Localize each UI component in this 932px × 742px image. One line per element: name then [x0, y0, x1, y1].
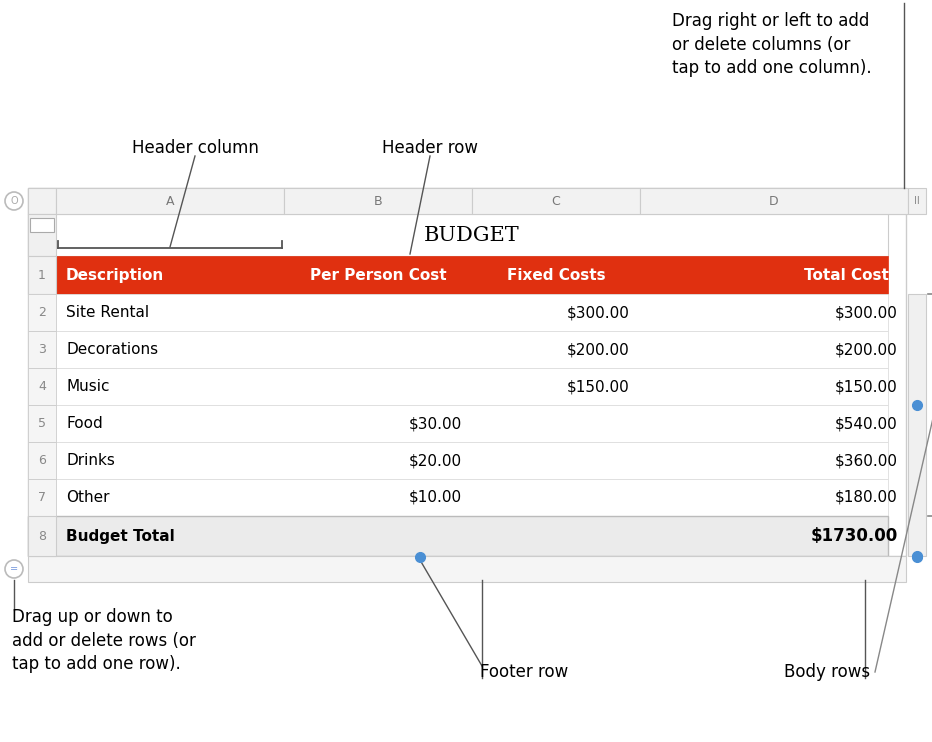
Text: BUDGET: BUDGET	[424, 226, 520, 245]
Bar	[28, 405, 56, 442]
Bar	[28, 331, 888, 368]
Circle shape	[5, 192, 23, 210]
Bar	[28, 294, 56, 331]
Bar	[28, 188, 56, 214]
Bar	[28, 368, 56, 405]
Bar	[28, 188, 906, 556]
Text: $1730.00: $1730.00	[811, 527, 898, 545]
Text: Description: Description	[66, 268, 164, 283]
Text: 5: 5	[38, 417, 46, 430]
Bar	[30, 218, 54, 232]
Bar	[908, 294, 926, 556]
Text: $540.00: $540.00	[835, 416, 898, 431]
Text: $10.00: $10.00	[409, 490, 462, 505]
Bar	[28, 214, 888, 256]
Text: Music: Music	[66, 379, 109, 394]
Text: $180.00: $180.00	[835, 490, 898, 505]
Text: $20.00: $20.00	[409, 453, 462, 468]
Bar	[28, 556, 906, 582]
Bar	[28, 214, 56, 256]
Text: A: A	[166, 194, 174, 208]
Text: Header column: Header column	[131, 139, 258, 157]
Text: Drinks: Drinks	[66, 453, 115, 468]
Text: Header row: Header row	[382, 139, 478, 157]
Bar	[28, 368, 888, 405]
Text: =: =	[10, 564, 18, 574]
Text: $150.00: $150.00	[835, 379, 898, 394]
Text: Per Person Cost: Per Person Cost	[309, 268, 446, 283]
Bar	[28, 479, 56, 516]
Text: $200.00: $200.00	[568, 342, 630, 357]
Text: $200.00: $200.00	[835, 342, 898, 357]
Bar	[640, 188, 908, 214]
Bar	[28, 516, 56, 556]
Bar	[28, 256, 56, 294]
Text: 8: 8	[38, 530, 46, 542]
Text: Body rows: Body rows	[784, 663, 870, 681]
Text: $300.00: $300.00	[835, 305, 898, 320]
Bar	[28, 479, 888, 516]
Circle shape	[5, 560, 23, 578]
Text: Decorations: Decorations	[66, 342, 158, 357]
Text: Budget Total: Budget Total	[66, 528, 175, 543]
Text: C: C	[552, 194, 560, 208]
Text: 2: 2	[38, 306, 46, 319]
Bar	[472, 188, 640, 214]
Text: II: II	[914, 196, 920, 206]
Text: 6: 6	[38, 454, 46, 467]
Bar	[56, 188, 284, 214]
Text: Footer row: Footer row	[480, 663, 569, 681]
Bar	[284, 188, 472, 214]
Bar	[28, 442, 888, 479]
Bar	[28, 331, 56, 368]
Text: Food: Food	[66, 416, 103, 431]
Bar	[28, 516, 888, 556]
Text: 4: 4	[38, 380, 46, 393]
Text: D: D	[769, 194, 779, 208]
Text: Drag up or down to
add or delete rows (or
tap to add one row).: Drag up or down to add or delete rows (o…	[12, 608, 196, 673]
Text: 3: 3	[38, 343, 46, 356]
Bar	[28, 405, 888, 442]
Text: 7: 7	[38, 491, 46, 504]
Text: $360.00: $360.00	[835, 453, 898, 468]
Text: Drag right or left to add
or delete columns (or
tap to add one column).: Drag right or left to add or delete colu…	[672, 12, 871, 77]
Text: $150.00: $150.00	[568, 379, 630, 394]
Text: Other: Other	[66, 490, 109, 505]
Bar	[28, 188, 906, 214]
Text: $30.00: $30.00	[409, 416, 462, 431]
Bar	[28, 442, 56, 479]
Text: B: B	[374, 194, 382, 208]
Text: Total Costs: Total Costs	[804, 268, 898, 283]
Text: 1: 1	[38, 269, 46, 281]
Text: O: O	[10, 196, 18, 206]
Text: Site Rental: Site Rental	[66, 305, 149, 320]
Bar	[28, 256, 888, 294]
Bar	[908, 188, 926, 214]
Bar	[28, 294, 888, 331]
Text: $300.00: $300.00	[568, 305, 630, 320]
Text: Fixed Costs: Fixed Costs	[507, 268, 605, 283]
